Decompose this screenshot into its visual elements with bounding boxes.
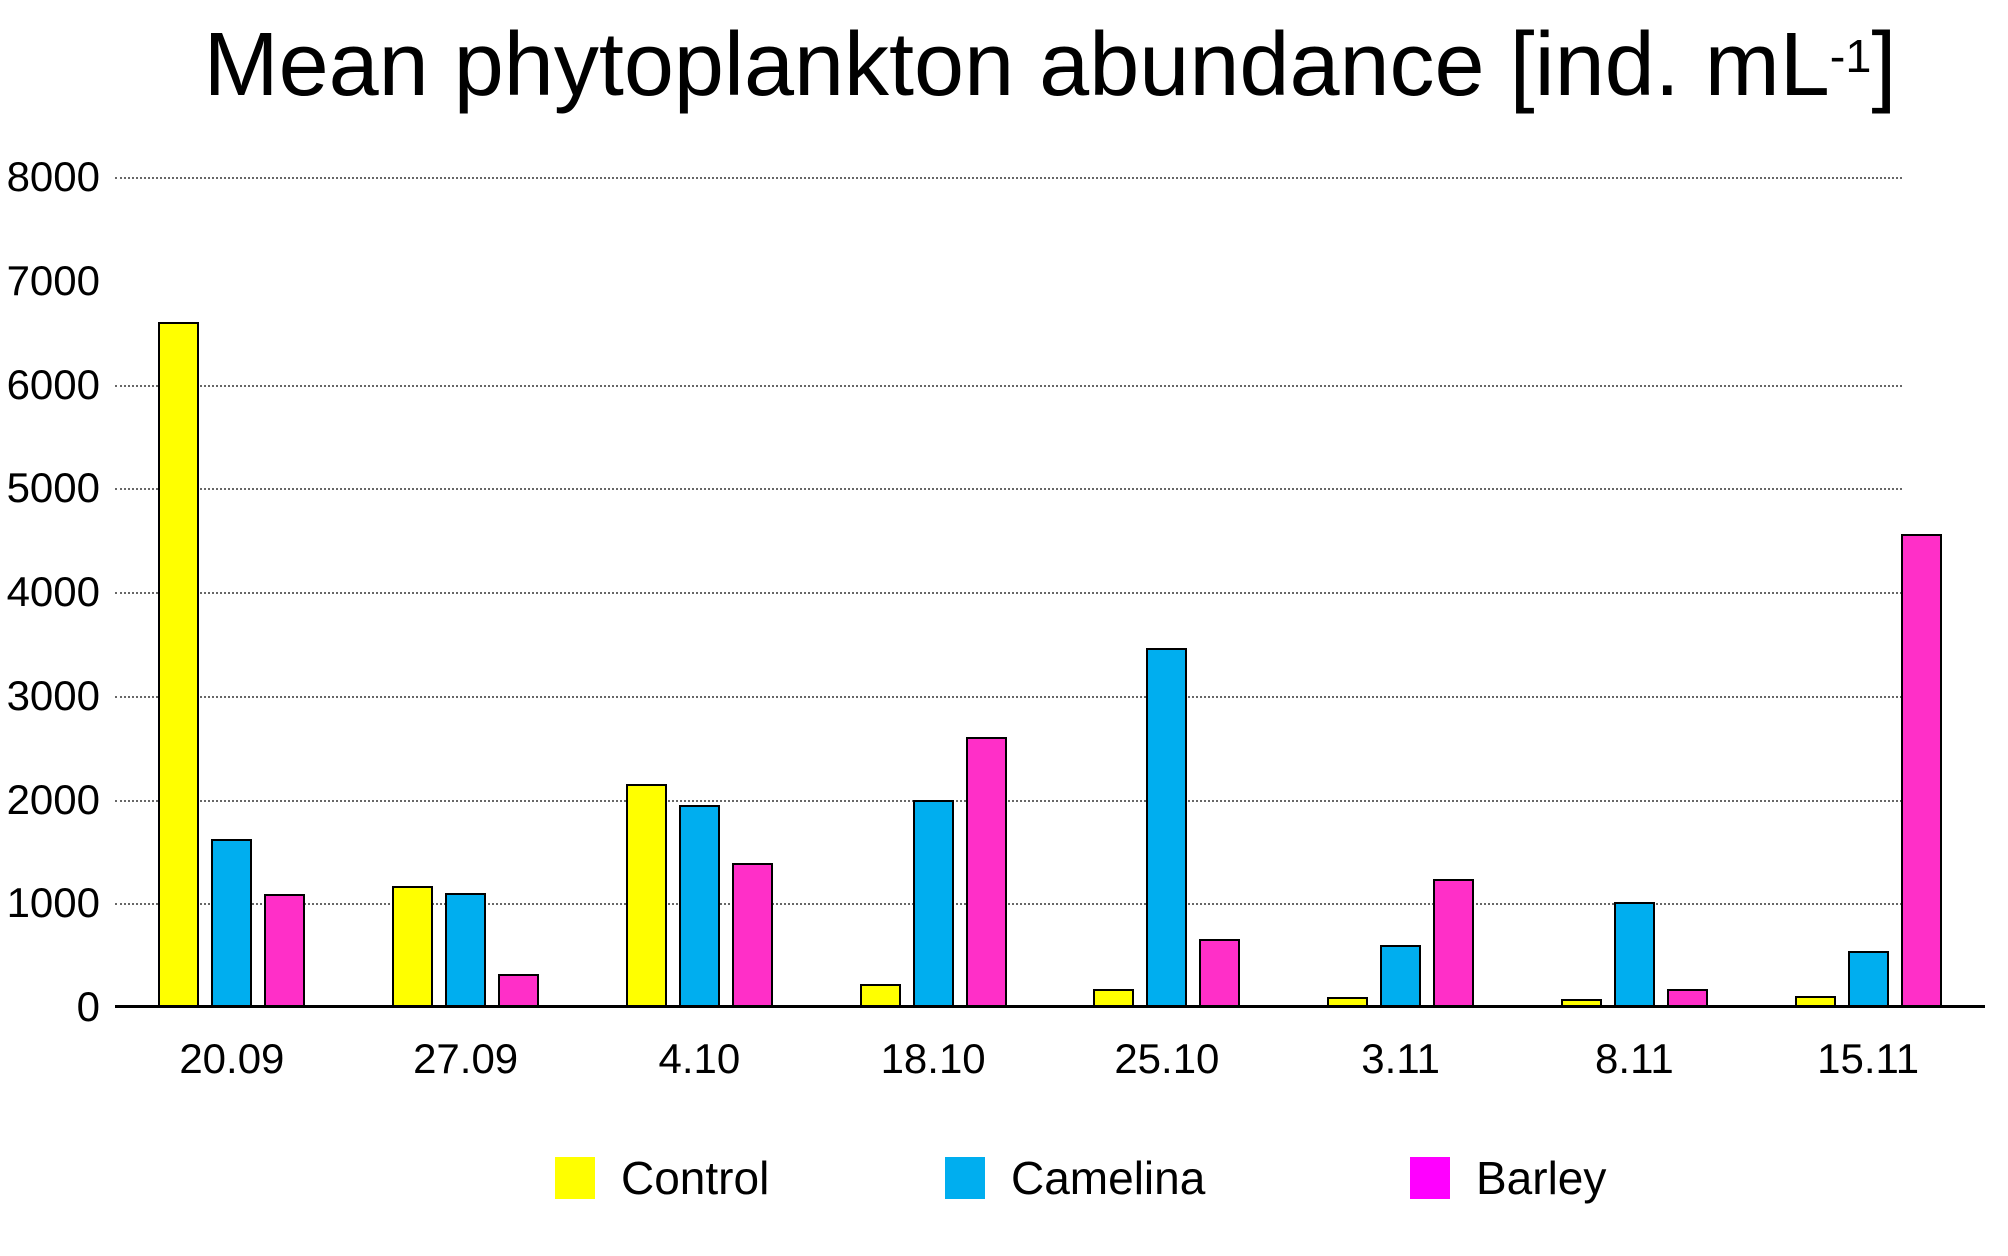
bar-barley-27.09 bbox=[498, 973, 540, 1007]
bar-control-4.10 bbox=[625, 783, 667, 1007]
y-tick-label-2000: 2000 bbox=[6, 775, 100, 823]
bar-camelina-20.09 bbox=[211, 838, 253, 1007]
gridline-3000 bbox=[115, 695, 1902, 698]
legend-label-control: Control bbox=[621, 1152, 770, 1204]
y-tick-label-6000: 6000 bbox=[6, 360, 100, 408]
x-tick-label-25.10: 25.10 bbox=[1114, 1035, 1220, 1082]
y-tick-label-7000: 7000 bbox=[6, 256, 100, 304]
bar-control-27.09 bbox=[392, 885, 434, 1007]
bar-control-20.09 bbox=[158, 322, 200, 1007]
bar-control-18.10 bbox=[859, 984, 901, 1007]
chart-title-superscript: -1 bbox=[1829, 29, 1872, 82]
bar-barley-25.10 bbox=[1199, 938, 1241, 1007]
gridline-2000 bbox=[115, 799, 1902, 802]
x-tick-label-27.09: 27.09 bbox=[413, 1035, 519, 1082]
chart-title: Mean phytoplankton abundance [ind. mL-1] bbox=[115, 14, 1985, 117]
legend-label-barley: Barley bbox=[1476, 1152, 1607, 1204]
bar-barley-15.11 bbox=[1900, 533, 1942, 1007]
gridline-4000 bbox=[115, 592, 1902, 594]
y-tick-label-0: 0 bbox=[76, 983, 100, 1030]
gridline-1000 bbox=[115, 903, 1902, 906]
y-tick-label-3000: 3000 bbox=[6, 671, 100, 719]
gridline-8000 bbox=[115, 177, 1902, 179]
bar-camelina-8.11 bbox=[1613, 902, 1655, 1007]
bar-camelina-4.10 bbox=[678, 804, 720, 1007]
chart-title-closing-bracket: ] bbox=[1871, 15, 1897, 115]
x-tick-label-15.11: 15.11 bbox=[1817, 1035, 1920, 1082]
y-tick-label-4000: 4000 bbox=[6, 568, 100, 615]
bar-barley-3.11 bbox=[1433, 879, 1475, 1007]
plot-area bbox=[115, 177, 1985, 1008]
bar-barley-18.10 bbox=[965, 737, 1007, 1007]
bar-camelina-15.11 bbox=[1847, 950, 1889, 1007]
x-tick-label-8.11: 8.11 bbox=[1595, 1035, 1674, 1082]
bar-barley-20.09 bbox=[264, 893, 306, 1007]
legend-label-camelina: Camelina bbox=[1011, 1152, 1206, 1204]
y-tick-label-5000: 5000 bbox=[6, 464, 100, 512]
gridline-5000 bbox=[115, 488, 1902, 491]
legend-swatch-control bbox=[555, 1157, 595, 1199]
y-tick-label-8000: 8000 bbox=[6, 153, 100, 200]
x-tick-label-3.11: 3.11 bbox=[1361, 1035, 1440, 1082]
y-tick-label-1000: 1000 bbox=[6, 879, 100, 927]
x-tick-label-4.10: 4.10 bbox=[658, 1035, 741, 1082]
x-axis-baseline bbox=[115, 1005, 1985, 1008]
gridline-6000 bbox=[115, 384, 1902, 387]
bar-camelina-25.10 bbox=[1146, 648, 1188, 1007]
legend-swatch-barley bbox=[1410, 1157, 1450, 1199]
bar-camelina-18.10 bbox=[912, 799, 954, 1007]
bar-barley-4.10 bbox=[731, 862, 773, 1007]
chart-title-text: Mean phytoplankton abundance [ind. mL bbox=[203, 15, 1830, 115]
x-tick-label-18.10: 18.10 bbox=[880, 1035, 986, 1082]
x-tick-label-20.09: 20.09 bbox=[179, 1035, 285, 1082]
bar-camelina-3.11 bbox=[1380, 944, 1422, 1007]
bar-camelina-27.09 bbox=[445, 892, 487, 1007]
legend-swatch-camelina bbox=[945, 1157, 985, 1199]
